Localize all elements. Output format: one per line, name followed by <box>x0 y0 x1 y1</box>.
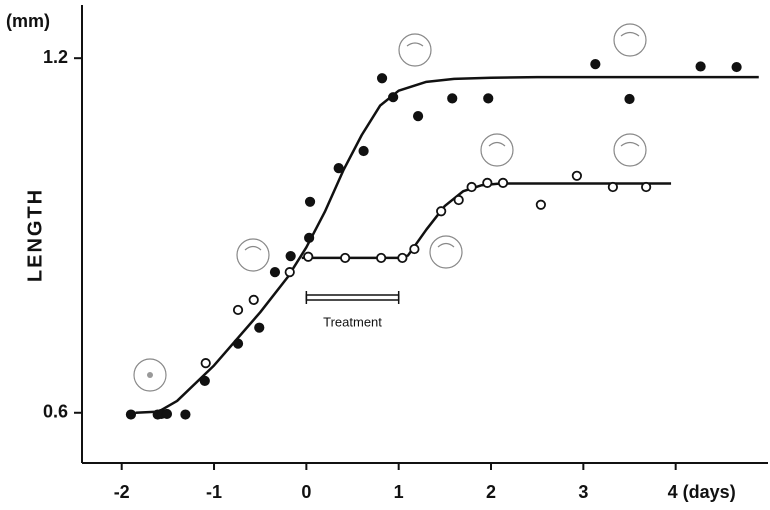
open-point <box>377 254 385 262</box>
y-tick-label: 1.2 <box>43 47 68 67</box>
y-unit: (mm) <box>6 11 50 31</box>
fit-curve <box>302 183 671 257</box>
filled-point <box>233 339 242 348</box>
open-point <box>341 254 349 262</box>
open-point <box>454 196 462 204</box>
filled-point <box>286 252 295 261</box>
x-tick-label: 4 (days) <box>668 482 736 502</box>
filled-point <box>591 59 600 68</box>
open-point <box>234 306 242 314</box>
filled-point <box>732 62 741 71</box>
filled-point <box>270 268 279 277</box>
x-tick-label: 2 <box>486 482 496 502</box>
x-tick-label: -1 <box>206 482 222 502</box>
filled-point <box>625 94 634 103</box>
open-point <box>398 254 406 262</box>
filled-point <box>696 62 705 71</box>
filled-point <box>413 112 422 121</box>
open-point <box>250 296 258 304</box>
filled-point <box>305 233 314 242</box>
x-tick-label: 1 <box>394 482 404 502</box>
open-point <box>410 245 418 253</box>
y-tick-label: 0.6 <box>43 402 68 422</box>
open-point <box>304 253 312 261</box>
open-point <box>202 359 210 367</box>
cell-drawings <box>134 24 646 391</box>
y-axis-label: LENGTH <box>24 188 46 282</box>
filled-point <box>359 146 368 155</box>
x-tick-label: -2 <box>114 482 130 502</box>
open-point <box>642 183 650 191</box>
filled-point <box>255 323 264 332</box>
filled-point <box>484 94 493 103</box>
x-tick-label: 0 <box>301 482 311 502</box>
open-point <box>537 201 545 209</box>
fit-curve <box>136 77 759 413</box>
open-point <box>573 172 581 180</box>
open-point <box>286 268 294 276</box>
annotation: Treatment <box>323 314 382 329</box>
treatment-bar <box>306 295 398 300</box>
filled-point <box>448 94 457 103</box>
filled-point <box>126 410 135 419</box>
open-point <box>499 179 507 187</box>
open-point <box>437 207 445 215</box>
filled-point <box>377 74 386 83</box>
filled-point <box>181 410 190 419</box>
filled-point <box>305 197 314 206</box>
open-point <box>609 183 617 191</box>
open-point <box>467 183 475 191</box>
filled-point <box>162 409 171 418</box>
chart: (mm) LENGTH 0.6 1.2 -2 -1 0 1 2 3 4 (days) Treatm… <box>0 0 770 510</box>
filled-point <box>334 164 343 173</box>
open-point <box>483 179 491 187</box>
filled-point <box>389 93 398 102</box>
filled-point <box>200 376 209 385</box>
x-tick-label: 3 <box>578 482 588 502</box>
